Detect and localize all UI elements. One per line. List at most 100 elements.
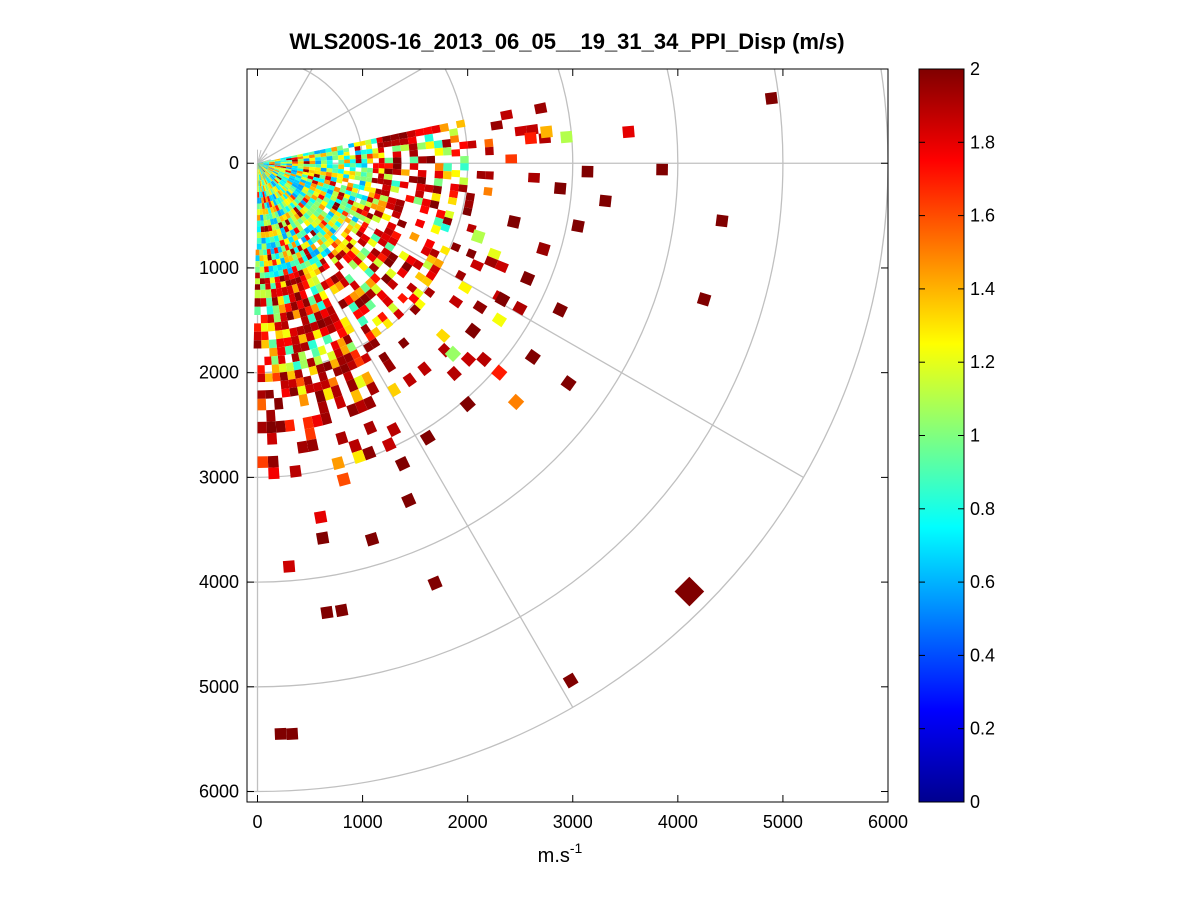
scan-cell <box>257 163 263 166</box>
scan-cell <box>399 181 409 189</box>
scan-cell <box>359 293 371 305</box>
scan-cell <box>423 287 436 298</box>
scan-cell <box>331 248 339 257</box>
scan-cell <box>276 228 282 236</box>
scan-cell <box>257 163 264 165</box>
scan-cell <box>278 222 284 229</box>
scan-cell <box>414 218 426 229</box>
scan-cell <box>282 176 289 181</box>
scan-cell <box>266 421 277 434</box>
scan-cell <box>265 178 270 184</box>
scan-cell <box>292 309 301 320</box>
scan-cell <box>259 266 265 273</box>
scan-cell <box>297 166 304 169</box>
scan-cell <box>323 233 331 241</box>
scan-cell <box>271 212 277 219</box>
scan-cell <box>418 156 427 164</box>
scan-cell <box>277 234 284 241</box>
scan-cell <box>271 355 279 365</box>
scan-cell <box>378 351 390 363</box>
scan-cell <box>325 147 332 153</box>
scan-cell <box>382 358 397 373</box>
scan-cell <box>349 290 360 302</box>
scan-cell <box>392 145 401 152</box>
scan-cell <box>376 252 388 263</box>
range-cell <box>507 393 525 411</box>
scan-cell <box>276 338 285 348</box>
scan-cell <box>258 186 261 192</box>
scan-cell <box>348 438 363 453</box>
scan-cell <box>393 308 405 320</box>
scan-cell <box>263 164 269 166</box>
scan-cell <box>336 337 347 348</box>
scan-cell <box>465 192 475 202</box>
scan-cell <box>263 260 269 267</box>
scan-cell <box>293 179 300 184</box>
scan-cell <box>330 195 338 202</box>
scan-cell <box>377 173 385 180</box>
scan-cell <box>257 163 263 167</box>
scan-cell <box>291 200 298 207</box>
scan-cell <box>363 395 377 410</box>
scan-cell <box>314 167 321 172</box>
scan-cell <box>286 197 292 205</box>
scan-cell <box>409 149 419 157</box>
scan-cell <box>292 360 302 371</box>
colorbar <box>918 68 965 803</box>
scan-cell <box>262 166 268 170</box>
scan-cell <box>333 186 341 193</box>
scan-cell <box>274 166 281 169</box>
scan-cell <box>451 149 461 157</box>
range-cell <box>336 472 351 487</box>
scan-cell <box>296 172 303 177</box>
scan-cell <box>446 365 462 382</box>
scan-cell <box>257 203 260 210</box>
scan-cell <box>387 302 399 314</box>
scan-cell <box>266 297 273 307</box>
scan-cell <box>307 175 314 180</box>
scan-cell <box>348 209 356 216</box>
scan-cell <box>342 197 349 204</box>
scan-cell <box>300 315 310 326</box>
scan-cell <box>270 282 277 290</box>
scan-cell <box>272 265 279 272</box>
scan-cell <box>439 123 450 133</box>
scan-cell <box>313 268 322 276</box>
scan-cell <box>257 163 262 168</box>
scan-cell <box>287 224 294 231</box>
scan-cell <box>339 363 351 374</box>
scan-cell <box>276 216 282 224</box>
scan-cell <box>284 192 290 198</box>
scan-cell <box>300 179 307 184</box>
scan-cell <box>359 180 366 186</box>
scan-cell <box>299 274 307 282</box>
scan-cell <box>297 217 304 225</box>
scan-cell <box>298 307 308 318</box>
scan-cell <box>272 179 278 185</box>
scan-cell <box>358 214 367 222</box>
scan-cell <box>370 326 382 338</box>
scan-cell <box>332 366 343 377</box>
scan-cell <box>386 422 402 438</box>
scan-cell <box>306 245 314 253</box>
scan-cell <box>278 171 285 175</box>
scan-cell <box>366 252 377 263</box>
range-cell <box>553 182 567 195</box>
scan-cell <box>364 139 372 145</box>
y-tick-label: 3000 <box>199 467 239 487</box>
scan-cell <box>313 293 323 304</box>
scan-cell <box>295 196 303 203</box>
scan-cell <box>287 267 294 275</box>
range-cell <box>519 270 536 287</box>
scan-cell <box>284 244 290 251</box>
scan-cell <box>257 162 264 164</box>
scan-cell <box>370 272 381 284</box>
scan-cell <box>420 245 432 257</box>
scan-cell <box>261 185 264 192</box>
scan-cell <box>487 247 502 261</box>
scan-cell <box>328 184 335 191</box>
scan-cell <box>387 196 397 205</box>
scan-cell <box>381 184 392 192</box>
scan-cell <box>295 264 303 272</box>
scan-cell <box>285 261 292 269</box>
